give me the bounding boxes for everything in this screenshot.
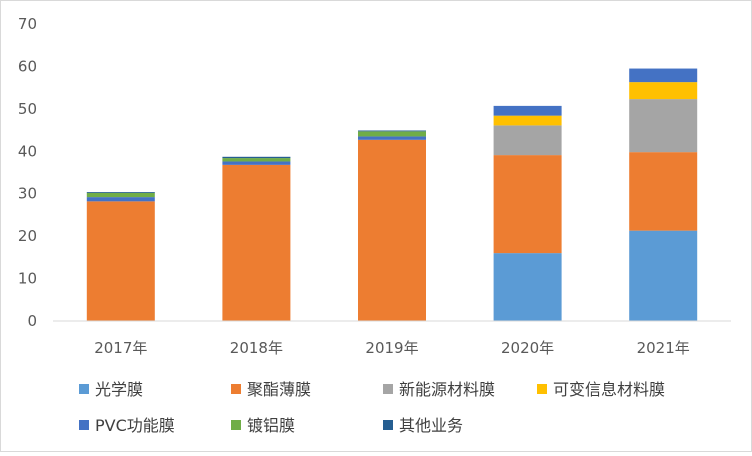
legend-label: 镀铝膜 — [247, 416, 295, 435]
bar-segment — [493, 105, 562, 116]
bar-segment — [86, 201, 155, 321]
bar-segment — [629, 152, 698, 231]
legend-label: 光学膜 — [95, 380, 143, 399]
legend-label: 其他业务 — [399, 416, 463, 435]
x-tick-label: 2019年 — [365, 339, 418, 357]
legend-item: PVC功能膜 — [79, 416, 175, 435]
bar-segment — [86, 197, 155, 202]
y-tick-label: 40 — [18, 142, 37, 160]
y-tick-label: 70 — [18, 15, 37, 33]
bar-segment — [493, 125, 562, 156]
y-axis: 0 10 20 30 40 50 60 70 — [18, 15, 37, 330]
legend-label: PVC功能膜 — [95, 416, 175, 435]
bar-segment — [358, 131, 426, 137]
bars — [86, 68, 698, 321]
bar-segment — [493, 115, 562, 126]
legend-swatch — [231, 420, 241, 430]
legend-label: 新能源材料膜 — [399, 380, 495, 399]
bar-segment — [222, 164, 291, 321]
legend-swatch — [537, 384, 547, 394]
y-tick-label: 60 — [18, 57, 37, 75]
bar-segment — [222, 156, 291, 159]
legend: 光学膜 聚酯薄膜 新能源材料膜 可变信息材料膜 PVC功能膜 镀铝膜 其他业务 — [79, 380, 665, 435]
legend-item: 其他业务 — [383, 416, 463, 435]
legend-item: 聚酯薄膜 — [231, 380, 311, 399]
legend-label: 可变信息材料膜 — [553, 380, 665, 399]
y-tick-label: 50 — [18, 100, 37, 118]
legend-item: 镀铝膜 — [231, 416, 295, 435]
bar-segment — [629, 230, 698, 321]
legend-item: 光学膜 — [79, 380, 143, 399]
legend-label: 聚酯薄膜 — [247, 380, 311, 399]
bar-segment — [629, 99, 698, 153]
bar-segment — [629, 82, 698, 100]
legend-swatch — [231, 384, 241, 394]
legend-swatch — [79, 420, 89, 430]
bar-segment — [629, 68, 698, 83]
x-tick-label: 2017年 — [94, 339, 147, 357]
bar-segment — [493, 253, 562, 321]
y-tick-label: 30 — [18, 185, 37, 203]
y-tick-label: 0 — [27, 312, 37, 330]
y-tick-label: 10 — [18, 270, 37, 288]
legend-item: 可变信息材料膜 — [537, 380, 665, 399]
bar-segment — [86, 192, 155, 198]
legend-swatch — [79, 384, 89, 394]
x-tick-label: 2018年 — [230, 339, 283, 357]
legend-swatch — [383, 420, 393, 430]
bar-segment — [222, 161, 291, 165]
x-tick-label: 2021年 — [637, 339, 690, 357]
bar-segment — [358, 136, 426, 140]
bar-segment — [358, 139, 426, 321]
bar-segment — [493, 155, 562, 254]
y-tick-label: 20 — [18, 227, 37, 245]
bar-segment — [86, 192, 155, 193]
legend-item: 新能源材料膜 — [383, 380, 495, 399]
bar-segment — [358, 130, 426, 132]
x-axis: 2017年 2018年 2019年 2020年 2021年 — [94, 339, 690, 357]
x-tick-label: 2020年 — [501, 339, 554, 357]
legend-swatch — [383, 384, 393, 394]
bar-segment — [222, 158, 291, 162]
